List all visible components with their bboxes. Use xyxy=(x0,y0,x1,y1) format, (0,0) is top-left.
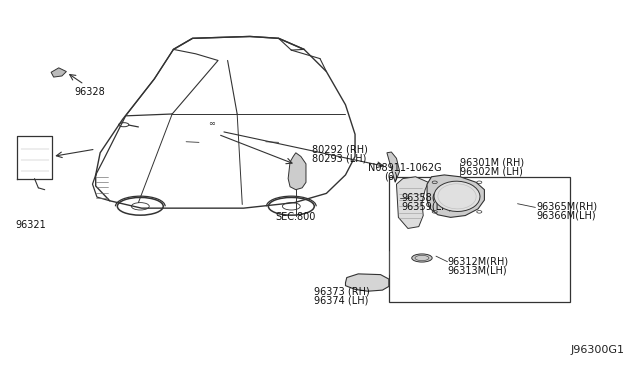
Text: 96366M(LH): 96366M(LH) xyxy=(537,211,596,221)
Polygon shape xyxy=(51,68,67,77)
Text: 96321: 96321 xyxy=(15,220,46,230)
Polygon shape xyxy=(288,153,306,190)
Ellipse shape xyxy=(434,181,480,211)
Polygon shape xyxy=(346,274,389,291)
Text: N08911-1062G: N08911-1062G xyxy=(368,163,442,173)
Ellipse shape xyxy=(52,73,56,75)
Polygon shape xyxy=(387,152,399,182)
Text: (6): (6) xyxy=(384,172,397,182)
Text: 96359(LH): 96359(LH) xyxy=(401,201,453,211)
Text: 96312M(RH): 96312M(RH) xyxy=(447,257,509,267)
Text: 80292 (RH): 80292 (RH) xyxy=(312,144,368,154)
Text: 96302M (LH): 96302M (LH) xyxy=(460,166,523,176)
Text: SEC.800: SEC.800 xyxy=(275,212,316,222)
Bar xyxy=(389,177,570,302)
Text: 96358(RH): 96358(RH) xyxy=(401,192,454,202)
Text: 96328: 96328 xyxy=(75,87,106,97)
Text: 96301M (RH): 96301M (RH) xyxy=(460,157,524,167)
Text: ∞: ∞ xyxy=(208,119,215,128)
Text: J96300G1: J96300G1 xyxy=(571,345,625,355)
Polygon shape xyxy=(427,175,484,217)
Text: 96374 (LH): 96374 (LH) xyxy=(314,295,368,305)
Text: 96365M(RH): 96365M(RH) xyxy=(537,201,598,211)
Polygon shape xyxy=(396,177,428,228)
Text: 96373 (RH): 96373 (RH) xyxy=(314,286,369,296)
Text: 80293 (LH): 80293 (LH) xyxy=(312,153,367,163)
Text: 96313M(LH): 96313M(LH) xyxy=(447,266,507,276)
Ellipse shape xyxy=(412,254,432,262)
